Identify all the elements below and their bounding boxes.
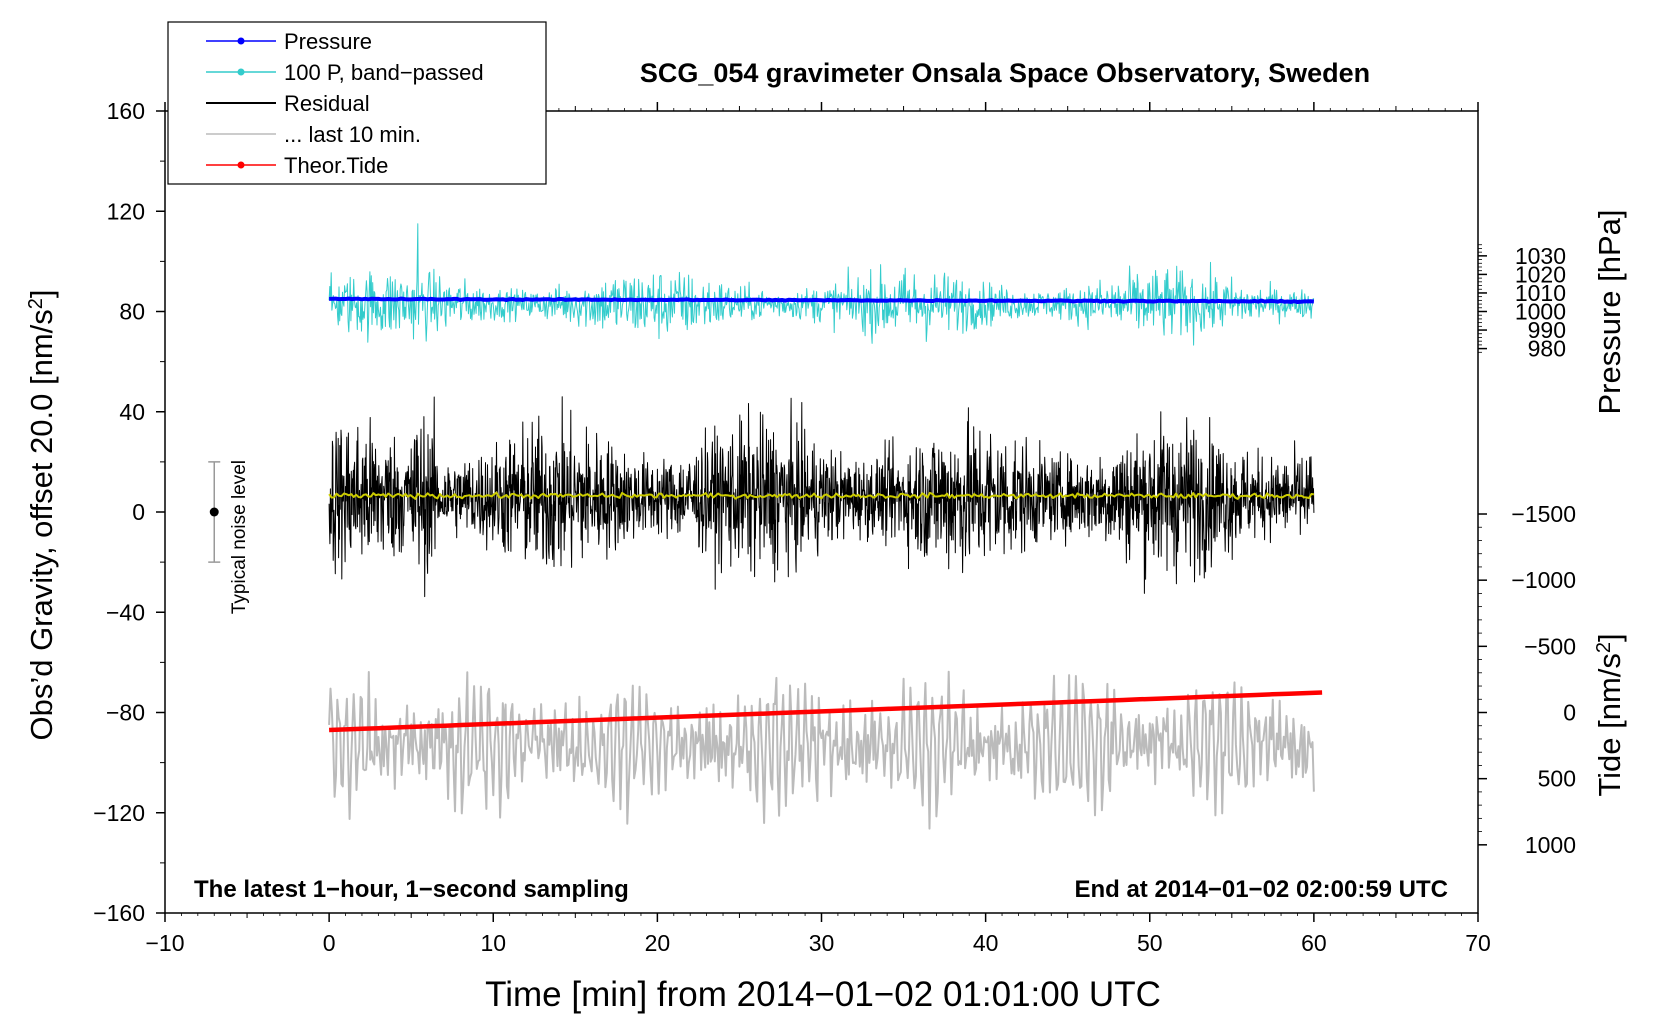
axis-ticks: −10 0 10 20 30 40 50 60 7016012080400−40−80−120−… bbox=[93, 98, 1576, 956]
series-residual-mean bbox=[328, 491, 1315, 500]
pressure-tick-label: 1000 bbox=[1515, 299, 1566, 325]
x-tick-label: −10 bbox=[145, 930, 184, 956]
x-tick-label: 40 bbox=[973, 930, 999, 956]
series-residual bbox=[328, 396, 1315, 598]
noise-center-point bbox=[209, 507, 219, 517]
y-axis-label-pressure: Pressure [hPa] bbox=[1592, 209, 1627, 414]
y-tick-label: 40 bbox=[119, 399, 145, 425]
series-pressure bbox=[329, 296, 1315, 304]
tide-tick-label: −1500 bbox=[1511, 501, 1576, 527]
tide-tick-label: 0 bbox=[1563, 700, 1576, 726]
x-tick-label: 70 bbox=[1465, 930, 1491, 956]
x-tick-label: 30 bbox=[809, 930, 835, 956]
pressure-tick-label: 1020 bbox=[1515, 261, 1566, 287]
y-tick-label: −40 bbox=[106, 599, 145, 625]
y-tick-label: −80 bbox=[106, 700, 145, 726]
legend-item: 100 P, band−passed bbox=[206, 60, 484, 85]
plot-lines: Typical noise level bbox=[208, 223, 1323, 830]
y-axis-label-left: Obs’d Gravity, offset 20.0 [nm/s2] bbox=[24, 289, 59, 740]
tide-tick-label: 1000 bbox=[1525, 832, 1576, 858]
y-tick-label: −160 bbox=[93, 900, 145, 926]
legend-label: ... last 10 min. bbox=[284, 122, 421, 147]
y-tick-label: 160 bbox=[107, 98, 145, 124]
tide-tick-label: 500 bbox=[1538, 766, 1576, 792]
legend-swatch-marker bbox=[237, 161, 245, 169]
pressure-tick-label: 990 bbox=[1528, 317, 1566, 343]
annotation-bottom-right: End at 2014−01−02 02:00:59 UTC bbox=[1074, 876, 1448, 903]
tide-tick-label: −500 bbox=[1524, 633, 1576, 659]
pressure-tick-label: 980 bbox=[1528, 336, 1566, 362]
x-tick-label: 10 bbox=[480, 930, 506, 956]
series-last-10-min bbox=[328, 670, 1315, 830]
y-tick-label: 80 bbox=[119, 299, 145, 325]
x-tick-label: 20 bbox=[645, 930, 671, 956]
pressure-tick-label: 1010 bbox=[1515, 280, 1566, 306]
legend-label: Theor.Tide bbox=[284, 153, 388, 178]
annotation-bottom-left: The latest 1−hour, 1−second sampling bbox=[194, 876, 629, 903]
x-tick-label: 50 bbox=[1137, 930, 1163, 956]
legend-item: Residual bbox=[206, 91, 370, 116]
noise-level-label: Typical noise level bbox=[229, 460, 250, 614]
y-tick-label: 0 bbox=[132, 499, 145, 525]
x-tick-label: 0 bbox=[323, 930, 336, 956]
legend-swatch-marker bbox=[237, 68, 245, 76]
legend-item: Theor.Tide bbox=[206, 153, 388, 178]
legend-swatch-marker bbox=[237, 37, 245, 45]
legend-item: ... last 10 min. bbox=[206, 122, 421, 147]
legend: Pressure 100 P, band−passed Residual ... la… bbox=[167, 21, 547, 185]
x-axis-label: Time [min] from 2014−01−02 01:01:00 UTC bbox=[485, 975, 1161, 1014]
series-band-passed-pressure bbox=[328, 223, 1315, 346]
y-tick-label: 120 bbox=[107, 198, 145, 224]
pressure-tick-label: 1030 bbox=[1515, 243, 1566, 269]
legend-label: Pressure bbox=[284, 29, 372, 54]
tide-tick-label: −1000 bbox=[1511, 567, 1576, 593]
y-tick-label: −120 bbox=[93, 800, 145, 826]
y-axis-label-tide: Tide [nm/s2] bbox=[1592, 633, 1627, 796]
legend-label: 100 P, band−passed bbox=[284, 60, 484, 85]
chart-title: SCG_054 gravimeter Onsala Space Observat… bbox=[640, 58, 1370, 88]
x-tick-label: 60 bbox=[1301, 930, 1327, 956]
legend-label: Residual bbox=[284, 91, 370, 116]
series-theor-tide bbox=[329, 690, 1323, 733]
noise-level-indicator: Typical noise level bbox=[208, 460, 250, 614]
legend-item: Pressure bbox=[206, 29, 372, 54]
